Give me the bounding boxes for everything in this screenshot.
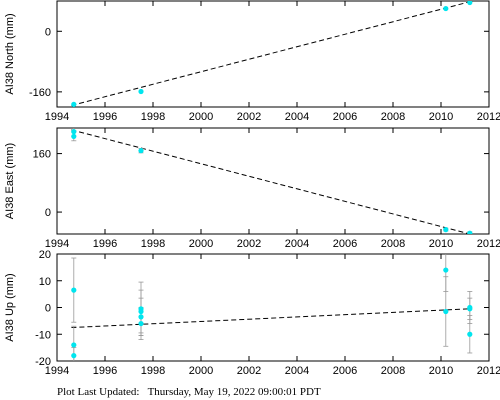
x-tick-label-north: 1996 (93, 111, 117, 123)
plot-frame-north (56, 0, 490, 108)
data-point-north (467, 1, 473, 6)
data-point-up (443, 308, 449, 315)
y-tick-label-north: -160 (29, 87, 51, 99)
data-point-east (71, 133, 77, 140)
data-point-north (138, 88, 144, 95)
y-tick-label-east: 0 (45, 207, 51, 219)
data-point-east (138, 148, 144, 154)
x-tick-label-north: 2012 (477, 111, 500, 123)
x-tick-label-up: 1998 (141, 365, 165, 377)
panel-north: 1994 1996 1998 2000 2002 2004 2006 2008 2010 2012… (4, 0, 500, 123)
data-point-up (138, 320, 144, 327)
x-tick-label-up: 1996 (93, 365, 117, 377)
x-tick-label-up: 2010 (429, 365, 453, 377)
x-tick-label-up: 2006 (333, 365, 357, 377)
data-point-north (443, 5, 449, 12)
x-tick-label-east: 2004 (285, 238, 309, 250)
x-tick-label-east: 1998 (141, 238, 165, 250)
x-tick-label-east: 2012 (477, 238, 500, 250)
x-tick-label-north: 2004 (285, 111, 309, 123)
data-point-up (138, 308, 144, 315)
data-point-up (138, 314, 144, 320)
data-point-up (71, 342, 77, 348)
x-tick-label-east: 2006 (333, 238, 357, 250)
panel-east: 1994 1996 1998 2000 2002 2004 2006 2008 2010 2012… (4, 127, 500, 250)
data-point-east (71, 129, 77, 135)
y-tick-label-up: -20 (35, 356, 51, 368)
x-tick-label-east: 2008 (381, 238, 405, 250)
data-point-up (71, 353, 77, 359)
last-updated-footer: Plot Last Updated: Thursday, May 19, 202… (57, 386, 321, 398)
x-tick-label-up: 1994 (45, 365, 69, 377)
data-point-north (71, 101, 77, 107)
y-tick-label-up: 0 (45, 303, 51, 315)
x-tick-label-east: 2002 (237, 238, 261, 250)
last-updated-label: Plot Last Updated: (57, 386, 140, 398)
last-updated-timestamp: Thursday, May 19, 2022 09:00:01 PDT (147, 386, 321, 398)
plot-frame-east (56, 127, 490, 235)
x-tick-label-north: 2002 (237, 111, 261, 123)
data-point-up (467, 306, 473, 312)
panel-up: 1994 1996 1998 2000 2002 2004 2006 2008 2010 2012… (4, 249, 500, 377)
x-tick-label-north: 1998 (141, 111, 165, 123)
x-tick-label-east: 1994 (45, 238, 69, 250)
y-tick-label-up: 10 (39, 276, 51, 288)
data-point-up (71, 287, 77, 293)
x-tick-label-east: 2000 (189, 238, 213, 250)
y-axis-label-up: AI38 Up (mm) (4, 273, 16, 341)
data-point-east (443, 227, 449, 233)
data-point-east (467, 230, 473, 234)
x-tick-label-north: 1994 (45, 111, 69, 123)
trend-line-east (71, 129, 470, 234)
x-tick-label-north: 2010 (429, 111, 453, 123)
x-tick-label-up: 2002 (237, 365, 261, 377)
x-tick-label-north: 2006 (333, 111, 357, 123)
y-tick-label-up: 20 (39, 249, 51, 261)
trend-line-north (71, 1, 470, 106)
y-tick-label-east: 160 (33, 149, 51, 161)
x-tick-label-east: 1996 (93, 238, 117, 250)
x-tick-label-up: 2008 (381, 365, 405, 377)
x-tick-label-north: 2008 (381, 111, 405, 123)
x-tick-label-north: 2000 (189, 111, 213, 123)
plot-frame-up (56, 253, 490, 362)
x-tick-label-up: 2000 (189, 365, 213, 377)
y-tick-label-north: 0 (45, 26, 51, 38)
trend-line-up (71, 308, 470, 329)
x-tick-label-east: 2010 (429, 238, 453, 250)
data-point-up (467, 331, 473, 337)
x-tick-label-up: 2004 (285, 365, 309, 377)
y-axis-label-north: AI38 North (mm) (4, 13, 16, 94)
y-tick-label-up: -10 (35, 329, 51, 341)
x-tick-label-up: 2012 (477, 365, 500, 377)
data-point-up (443, 267, 449, 273)
y-axis-label-east: AI38 East (mm) (4, 143, 16, 219)
